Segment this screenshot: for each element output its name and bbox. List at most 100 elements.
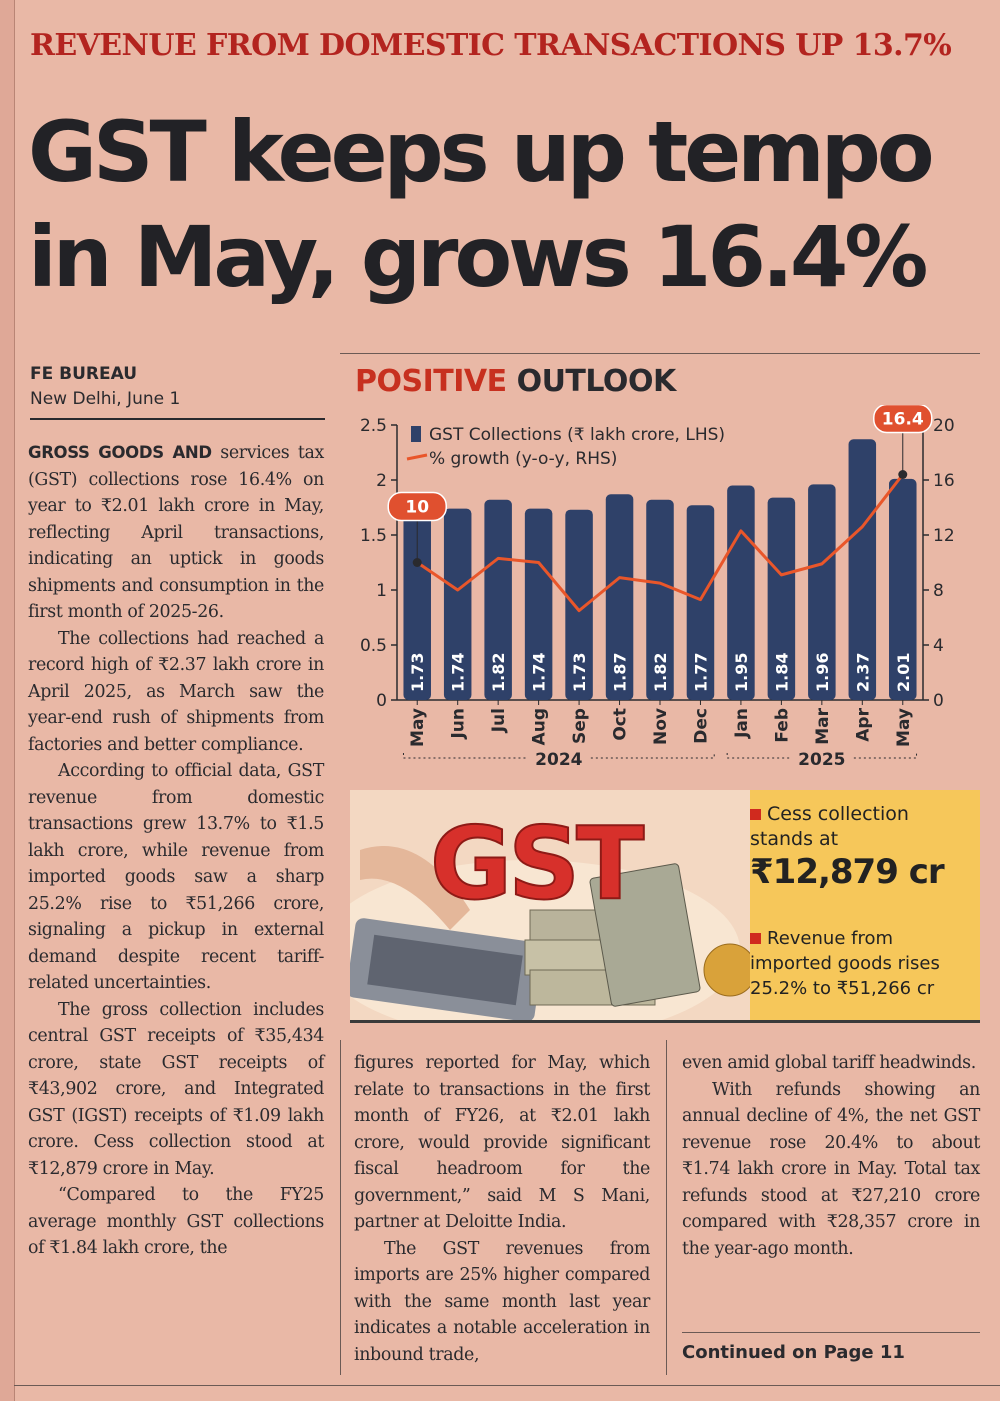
legend-bar-label: GST Collections (₹ lakh crore, LHS) bbox=[429, 425, 725, 445]
x-tick-label: May bbox=[894, 708, 914, 747]
continued-link[interactable]: Continued on Page 11 bbox=[682, 1342, 905, 1363]
cess-label: Cess collection stands at bbox=[750, 803, 909, 850]
paragraph: figures reported for May, which relate t… bbox=[354, 1053, 650, 1232]
bar-value-label: 2.01 bbox=[894, 653, 913, 692]
article-column-3: even amid global tariff headwinds. With … bbox=[682, 1050, 980, 1262]
bar bbox=[889, 478, 917, 700]
bar-value-label: 1.87 bbox=[611, 653, 630, 692]
y-tick-label-left: 1 bbox=[376, 581, 387, 601]
paragraph: even amid global tariff headwinds. bbox=[682, 1053, 976, 1073]
x-tick-label: Feb bbox=[772, 708, 792, 743]
continued-rule bbox=[682, 1332, 980, 1333]
bar-value-label: 1.84 bbox=[772, 653, 791, 692]
y-tick-label-right: 20 bbox=[933, 416, 955, 436]
bar-value-label: 1.74 bbox=[449, 653, 468, 692]
x-tick-label: Aug bbox=[530, 708, 550, 745]
gst-chart: 0 0.5 1 1.5 2 2.5 0 4 8 12 16 20 1.73 1.74 1.82 1.74 1.7… bbox=[360, 405, 955, 770]
callout-badge bbox=[873, 405, 933, 434]
growth-line bbox=[416, 473, 904, 613]
x-tick-label: Jan bbox=[732, 708, 752, 739]
bar-value-label: 1.82 bbox=[651, 653, 670, 692]
bar-value-label: 1.95 bbox=[732, 653, 751, 692]
y-tick-label-left: 0.5 bbox=[360, 636, 387, 656]
chart-title-part-2: OUTLOOK bbox=[516, 364, 677, 399]
bar bbox=[808, 484, 836, 700]
bar-value-label: 1.96 bbox=[813, 653, 832, 692]
bottom-rule bbox=[14, 1385, 1000, 1386]
article-column-2: figures reported for May, which relate t… bbox=[354, 1050, 650, 1368]
year-label: 2024 bbox=[535, 750, 582, 770]
x-tick-label: Sep bbox=[570, 708, 590, 744]
y-tick-label-left: 2.5 bbox=[360, 416, 387, 436]
byline-location: New Delhi, June 1 bbox=[30, 389, 181, 409]
x-tick-label: Dec bbox=[691, 708, 711, 744]
y-tick-label-right: 16 bbox=[933, 471, 955, 491]
imports-label: Revenue from imported goods rises 25.2% … bbox=[750, 928, 940, 999]
y-tick-label-left: 2 bbox=[376, 471, 387, 491]
legend-bar-swatch bbox=[411, 426, 421, 442]
cess-value: ₹12,879 cr bbox=[750, 852, 945, 892]
callout-label: 10 bbox=[405, 498, 429, 518]
bar bbox=[565, 509, 593, 700]
bullet-square-icon bbox=[750, 809, 761, 820]
x-tick-label: Mar bbox=[813, 707, 833, 744]
imports-fact: Revenue from imported goods rises 25.2% … bbox=[750, 926, 975, 1001]
byline: FE BUREAU New Delhi, June 1 bbox=[30, 362, 325, 412]
x-tick-label: Oct bbox=[611, 708, 631, 741]
x-tick-label: May bbox=[408, 708, 428, 747]
bar-value-label: 1.73 bbox=[570, 653, 589, 692]
bar-value-label: 1.77 bbox=[691, 653, 710, 692]
paragraph: “Compared to the FY25 average monthly GS… bbox=[28, 1185, 324, 1258]
hand-illustration bbox=[360, 846, 470, 930]
bar bbox=[403, 509, 431, 700]
bar bbox=[524, 508, 553, 700]
chart-title: POSITIVE OUTLOOK bbox=[355, 364, 676, 399]
bar bbox=[848, 439, 877, 700]
lead-in: GROSS GOODS AND bbox=[28, 443, 212, 462]
bar bbox=[443, 508, 472, 700]
article-column-1: GROSS GOODS AND services tax (GST) colle… bbox=[28, 440, 324, 1262]
legend-line-label: % growth (y-o-y, RHS) bbox=[429, 449, 617, 469]
paragraph: The collections had reached a record hig… bbox=[28, 628, 324, 755]
headline-line-2: in May, grows 16.4% bbox=[28, 208, 928, 306]
infographic-panel: GST Cess collection stands at ₹12,879 cr… bbox=[350, 790, 980, 1023]
bar bbox=[646, 499, 674, 700]
gst-illustration: GST bbox=[350, 790, 750, 1020]
x-tick-label: Jun bbox=[449, 708, 469, 740]
paragraph: The GST revenues from imports are 25% hi… bbox=[354, 1238, 650, 1365]
y-tick-label-right: 12 bbox=[933, 526, 955, 546]
x-tick-label: Nov bbox=[651, 708, 671, 745]
bar bbox=[605, 494, 634, 700]
bar-value-label: 1.74 bbox=[530, 653, 549, 692]
kicker-strap: REVENUE FROM DOMESTIC TRANSACTIONS UP 13… bbox=[30, 28, 952, 63]
column-rule-left bbox=[340, 1040, 341, 1375]
y-tick-label-left: 0 bbox=[376, 691, 387, 711]
headline-rule bbox=[340, 353, 980, 354]
gst-logo-text: GST bbox=[430, 805, 644, 922]
cess-fact: Cess collection stands at ₹12,879 cr bbox=[750, 802, 970, 892]
adjacent-page-edge bbox=[0, 0, 15, 1401]
paragraph: With refunds showing an annual decline o… bbox=[682, 1079, 980, 1259]
callout-badge bbox=[387, 491, 447, 522]
bar-value-label: 1.82 bbox=[489, 653, 508, 692]
bullet-square-icon bbox=[750, 933, 761, 944]
x-tick-label: Apr bbox=[853, 707, 873, 741]
legend-line-swatch bbox=[406, 453, 428, 461]
bar bbox=[767, 497, 796, 700]
paragraph-text: services tax (GST) collections rose 16.4… bbox=[28, 443, 324, 622]
bar-value-label: 2.37 bbox=[853, 653, 872, 692]
y-tick-label-right: 0 bbox=[933, 691, 944, 711]
year-bracket bbox=[726, 753, 918, 759]
paragraph: According to official data, GST revenue … bbox=[28, 761, 324, 993]
paragraph: The gross collection includes central GS… bbox=[28, 999, 324, 1179]
headline-line-1: GST keeps up tempo bbox=[28, 103, 935, 201]
bar bbox=[686, 505, 715, 700]
x-tick-label: Jul bbox=[489, 708, 509, 733]
chart-title-part-1: POSITIVE bbox=[355, 364, 507, 399]
y-tick-label-right: 4 bbox=[933, 636, 944, 656]
year-label: 2025 bbox=[798, 750, 845, 770]
bar bbox=[484, 499, 512, 700]
callout-label: 16.4 bbox=[882, 410, 924, 430]
column-rule-right bbox=[666, 1040, 667, 1375]
